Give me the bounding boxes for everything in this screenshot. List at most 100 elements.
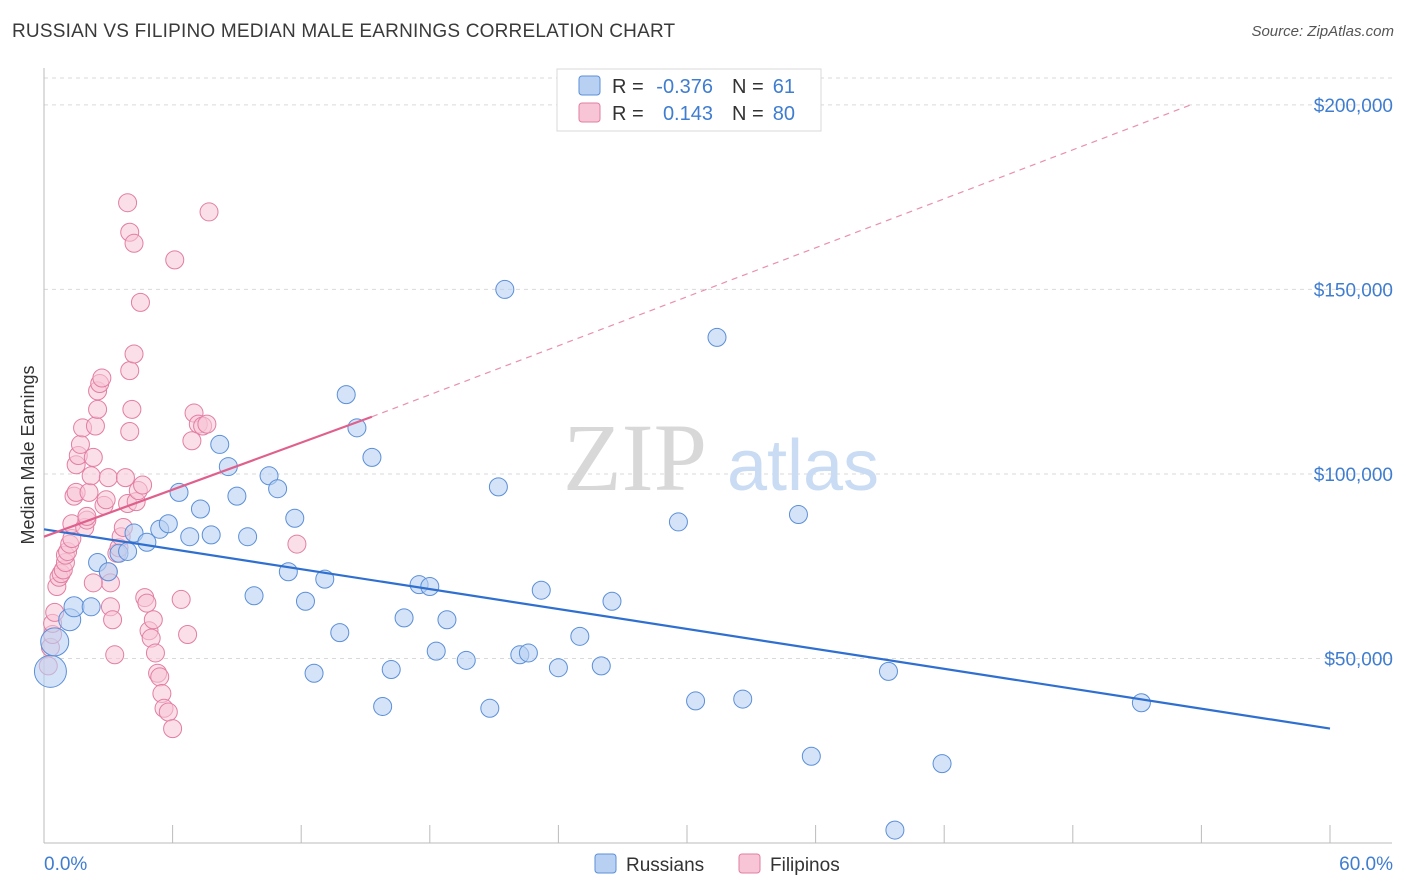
russians-point [227,486,247,506]
russians-point [81,597,101,617]
filipinos-point [92,368,112,388]
filipinos-trend-extension [371,104,1191,418]
filipinos-trend-line [43,415,373,538]
russians-r-label: R = [612,76,644,98]
russians-point [118,541,138,561]
filipinos-point [83,573,103,593]
russians-point [707,327,727,347]
filipinos-point [115,468,135,488]
filipinos-point [103,610,123,630]
filipinos-point [137,593,157,613]
russians-swatch [578,75,601,96]
russians-point [488,477,508,497]
filipinos-point [81,466,101,486]
filipinos-point [96,490,116,510]
source-credit: Source: ZipAtlas.com [1251,23,1394,40]
y-axis-label: Median Male Earnings [18,365,38,544]
russians-point [878,661,898,681]
russians-point [426,641,446,661]
russians-point [124,523,144,543]
filipinos-swatch [578,102,601,123]
filipinos-r-label: R = [612,103,644,125]
filipinos-point [197,414,217,434]
russians-trend-line [43,528,1331,730]
russians-point [420,577,440,597]
y-tick-labels: $50,000 $100,000 $150,000 $200,000 [1314,96,1393,671]
filipinos-legend-swatch [738,853,761,874]
russians-point [63,596,85,618]
filipinos-point [182,431,202,451]
filipinos-point [98,468,118,488]
correlation-legend: R = -0.376 N = 61 R = 0.143 N = 80 [556,68,822,132]
y-tick-label: $50,000 [1324,649,1393,670]
russians-point [1131,693,1151,713]
filipinos-point [122,399,142,419]
russians-point [268,479,288,499]
russians-point [315,569,335,589]
russians-point [602,591,622,611]
filipinos-point [199,202,219,222]
russians-point [336,385,356,405]
y-tick-label: $100,000 [1314,465,1393,486]
filipinos-point [118,193,138,213]
russians-point [456,650,476,670]
filipinos-point [143,610,163,630]
russians-point [788,505,808,525]
russians-point [932,754,952,774]
filipinos-point [178,624,198,644]
filipinos-point [165,250,185,270]
filipinos-r-value: 0.143 [663,103,713,125]
russians-point [686,691,706,711]
trend-lines [43,104,1331,730]
filipinos-point [150,667,170,687]
russians-point [381,660,401,680]
filipinos-point [120,422,140,442]
filipinos-n-label: N = [732,103,764,125]
russians-point [33,654,67,688]
russians-point [394,608,414,628]
russians-legend-label: Russians [626,855,704,876]
filipinos-point [158,702,178,722]
russians-r-value: -0.376 [656,76,713,98]
russians-legend-swatch [594,853,617,874]
russians-point [570,626,590,646]
russians-point [733,689,753,709]
russians-point [548,658,568,678]
russians-point [180,527,200,547]
filipinos-n-value: 80 [773,103,795,125]
grid-lines [44,77,1392,659]
russians-point [362,447,382,467]
russians-point [518,643,538,663]
russians-point [531,580,551,600]
russians-point [495,279,515,299]
x-tick-labels: 0.0% 60.0% [44,854,1393,875]
russians-point [98,562,118,582]
russians-point [373,696,393,716]
russians-point [591,656,611,676]
russians-point [330,623,350,643]
x-tick-label: 0.0% [44,854,87,875]
russians-point [437,610,457,630]
filipinos-point [85,416,105,436]
russians-point [304,663,324,683]
x-tick-label: 60.0% [1339,854,1393,875]
russians-point [238,527,258,547]
series-legend: Russians Filipinos [594,853,840,876]
chart-title: RUSSIAN VS FILIPINO MEDIAN MALE EARNINGS… [12,21,676,42]
filipinos-point [145,643,165,663]
russians-point [668,512,688,532]
russians-n-value: 61 [773,76,795,98]
filipinos-point [79,482,99,502]
y-tick-label: $200,000 [1314,96,1393,117]
russians-point [885,820,905,840]
filipinos-point [105,645,125,665]
filipinos-point [124,233,144,253]
filipinos-point [130,292,150,312]
russians-n-label: N = [732,76,764,98]
watermark: ZIP atlas [563,404,879,511]
watermark-atlas: atlas [727,426,879,506]
filipinos-point [287,534,307,554]
y-tick-label: $150,000 [1314,280,1393,301]
russians-point [244,586,264,606]
